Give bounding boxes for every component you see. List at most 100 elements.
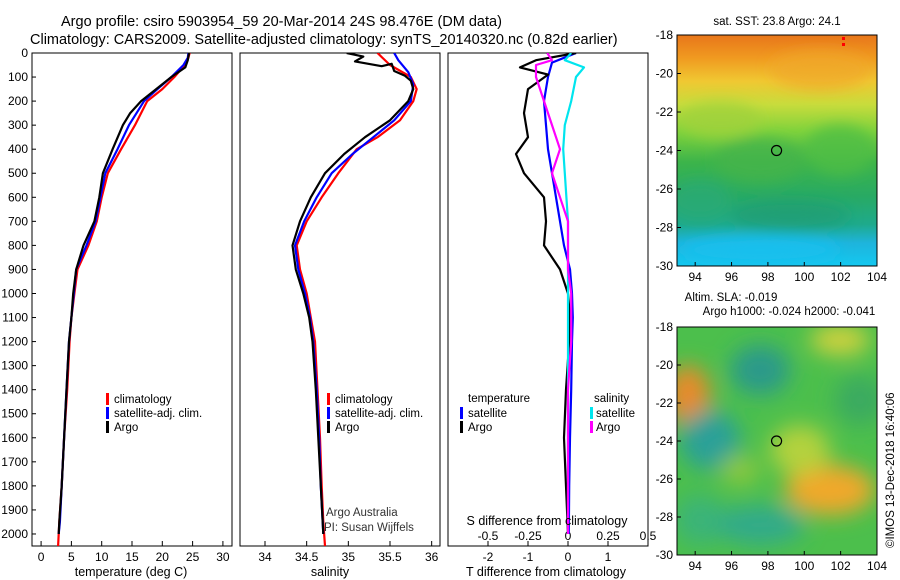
imos-watermark: ©IMOS 13-Dec-2018 16:40:06 [885, 392, 897, 548]
sst-texture [677, 50, 875, 264]
depth-tick-label: 100 [8, 70, 28, 84]
depth-tick-label: 400 [8, 142, 28, 156]
legend-label-climatology: climatology [335, 394, 393, 406]
map-x-tick-label: 96 [725, 559, 739, 573]
sst-hot-pixel [842, 37, 845, 40]
figure-title-line2: Climatology: CARS2009. Satellite-adjuste… [30, 32, 618, 48]
legend-label-s-argo: Argo [596, 422, 620, 434]
depth-tick-label: 900 [8, 262, 28, 276]
depth-tick-label: 1500 [1, 407, 28, 421]
temperature-panel: 0100200300400500600700800900100011001200… [1, 46, 452, 579]
legend-swatch-climatology [106, 393, 109, 405]
map-x-tick-label: 96 [725, 270, 739, 284]
map-y-tick-label: -20 [656, 358, 674, 372]
series-line-argo [57, 53, 191, 535]
map-x-tick-label: 98 [761, 559, 775, 573]
sla-map-title-line2: Argo h1000: -0.024 h2000: -0.041 [703, 306, 876, 318]
temperature-xlabel: temperature (deg C) [75, 565, 188, 579]
figure-title-line1: Argo profile: csiro 5903954_59 20-Mar-20… [61, 14, 502, 30]
legend-swatch-satellite [106, 407, 109, 419]
legend-title-salinity: salinity [594, 393, 629, 405]
legend-swatch-argo [106, 421, 109, 433]
map-y-tick-label: -18 [656, 320, 674, 334]
series-line-s-argo [534, 53, 573, 534]
depth-tick-label: 0 [21, 46, 28, 60]
depth-tick-label: 1900 [1, 503, 28, 517]
legend-label-argo: Argo [114, 422, 138, 434]
sst-map-image [677, 35, 877, 266]
depth-tick-label: 700 [8, 214, 28, 228]
legend-label-t-satellite: satellite [468, 408, 507, 420]
legend-label-satellite: satellite-adj. clim. [335, 408, 423, 420]
x2-tick-label: 0.25 [596, 529, 620, 543]
x-tick-label: 34.5 [295, 550, 319, 564]
x2-tick-label: -0.25 [514, 529, 542, 543]
x-tick-label: 1 [605, 550, 612, 564]
difference-axes-frame [447, 52, 649, 547]
map-x-tick-label: 94 [689, 270, 703, 284]
legend-label-t-argo: Argo [468, 422, 492, 434]
depth-tick-label: 500 [8, 166, 28, 180]
x-tick-label: 15 [125, 550, 139, 564]
depth-tick-label: 1600 [1, 431, 28, 445]
credit-line1: Argo Australia [326, 507, 398, 519]
x-tick-label: 36 [425, 550, 439, 564]
series-line-t-argo [514, 53, 577, 535]
x-tick-label: 34 [258, 550, 272, 564]
x-tick-label: 0 [38, 550, 45, 564]
x-tick-label: 5 [68, 550, 75, 564]
series-line-argo [291, 53, 415, 535]
x-tick-label: -1 [523, 550, 534, 564]
depth-tick-label: 800 [8, 238, 28, 252]
x-tick-label: 30 [216, 550, 230, 564]
depth-tick-label: 1300 [1, 359, 28, 373]
map-y-tick-label: -22 [656, 396, 674, 410]
sla-texture [677, 327, 877, 545]
legend-label-s-satellite: satellite [596, 408, 635, 420]
salinity-axes-frame [239, 52, 441, 547]
x2-tick-label: 0 [565, 529, 572, 543]
salinity-lines [291, 53, 418, 546]
map-x-tick-label: 102 [831, 270, 851, 284]
depth-tick-label: 600 [8, 190, 28, 204]
map-y-tick-label: -30 [656, 548, 674, 562]
depth-tick-label: 1400 [1, 383, 28, 397]
depth-tick-label: 2000 [1, 527, 28, 541]
depth-tick-label: 1800 [1, 479, 28, 493]
depth-tick-label: 300 [8, 118, 28, 132]
depth-tick-label: 200 [8, 94, 28, 108]
difference-xlabel2: S difference from climatology [467, 514, 629, 528]
map-y-tick-label: -28 [656, 510, 674, 524]
sla-map-image [677, 327, 877, 555]
difference-panel: -2 -1 0 1 -0.5 -0.25 0 0.25 0.5 T difference fr… [447, 52, 657, 579]
temperature-axes-frame [31, 52, 233, 547]
map-x-tick-label: 102 [831, 559, 851, 573]
map-y-tick-label: -22 [656, 105, 674, 119]
legend-swatch-argo [327, 421, 330, 433]
map-x-tick-label: 94 [689, 559, 703, 573]
x-tick-label: 25 [186, 550, 200, 564]
difference-legend: temperature salinity satellite Argo sate… [460, 393, 635, 434]
x-tick-label: 20 [156, 550, 170, 564]
sla-map-panel: Altim. SLA: -0.019 Argo h1000: -0.024 h2… [656, 292, 888, 573]
map-y-tick-label: -24 [656, 434, 674, 448]
legend-swatch-climatology [327, 393, 330, 405]
difference-x-ticks: -2 -1 0 1 [483, 541, 612, 564]
sst-hot-pixel [842, 43, 845, 46]
legend-swatch-t-argo [460, 421, 463, 433]
sst-map-panel: sat. SST: 23.8 Argo: 24.1 94 96 98 100 102 10… [656, 16, 888, 284]
x-tick-label: 35 [342, 550, 356, 564]
argo-location-marker [770, 435, 783, 447]
argo-location-marker [770, 144, 783, 157]
x2-tick-label: 0.5 [640, 529, 657, 543]
map-y-tick-label: -28 [656, 221, 674, 235]
depth-tick-label: 1200 [1, 335, 28, 349]
legend-title-temperature: temperature [468, 393, 530, 405]
difference-xlabel: T difference from climatology [466, 565, 627, 579]
map-y-tick-label: -26 [656, 182, 674, 196]
map-x-tick-label: 104 [867, 270, 887, 284]
legend-label-argo: Argo [335, 422, 359, 434]
legend-swatch-satellite [327, 407, 330, 419]
series-line-t-satellite [542, 53, 577, 535]
